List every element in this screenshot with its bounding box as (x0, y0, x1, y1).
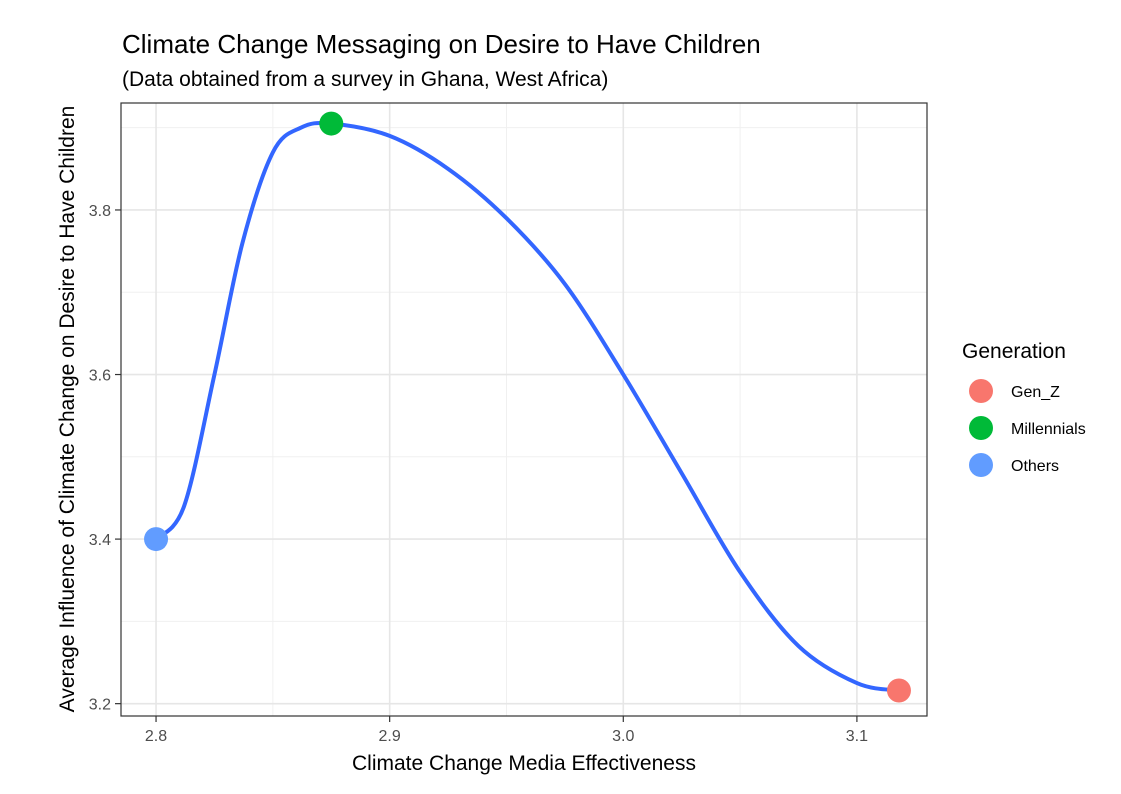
x-tick-label: 2.9 (379, 728, 401, 745)
legend-title: Generation (962, 340, 1066, 363)
y-tick-label: 3.4 (89, 532, 111, 549)
legend-label: Others (1011, 458, 1059, 475)
panel-border (120, 102, 928, 717)
points-layer (144, 111, 911, 703)
legend-key-gen-z (969, 379, 993, 403)
legend-label: Gen_Z (1011, 384, 1060, 401)
y-tick-label: 3.2 (89, 697, 111, 714)
legend-label: Millennials (1011, 421, 1086, 438)
chart-title: Climate Change Messaging on Desire to Ha… (122, 29, 761, 59)
x-axis: 2.8 2.9 3.0 3.1 (145, 716, 868, 745)
y-tick-label: 3.6 (89, 368, 111, 385)
point-millennials (319, 111, 344, 136)
legend-key-others (969, 453, 993, 477)
smooth-line-layer (154, 120, 901, 693)
chart-subtitle: (Data obtained from a survey in Ghana, W… (122, 68, 608, 91)
smooth-line (154, 120, 901, 693)
legend: Generation Gen_Z Millennials Others (962, 340, 1086, 477)
point-others (144, 527, 169, 552)
y-axis: 3.2 3.4 3.6 3.8 (89, 203, 121, 714)
x-axis-title: Climate Change Media Effectiveness (352, 752, 696, 775)
x-tick-label: 2.8 (145, 728, 167, 745)
x-tick-label: 3.1 (846, 728, 868, 745)
grid-minor (121, 103, 927, 716)
y-axis-title: Average Influence of Climate Change on D… (56, 106, 79, 713)
legend-key-millennials (969, 416, 993, 440)
grid-major (121, 103, 927, 716)
y-tick-label: 3.8 (89, 203, 111, 220)
x-tick-label: 3.0 (612, 728, 634, 745)
point-gen-z (886, 678, 911, 703)
